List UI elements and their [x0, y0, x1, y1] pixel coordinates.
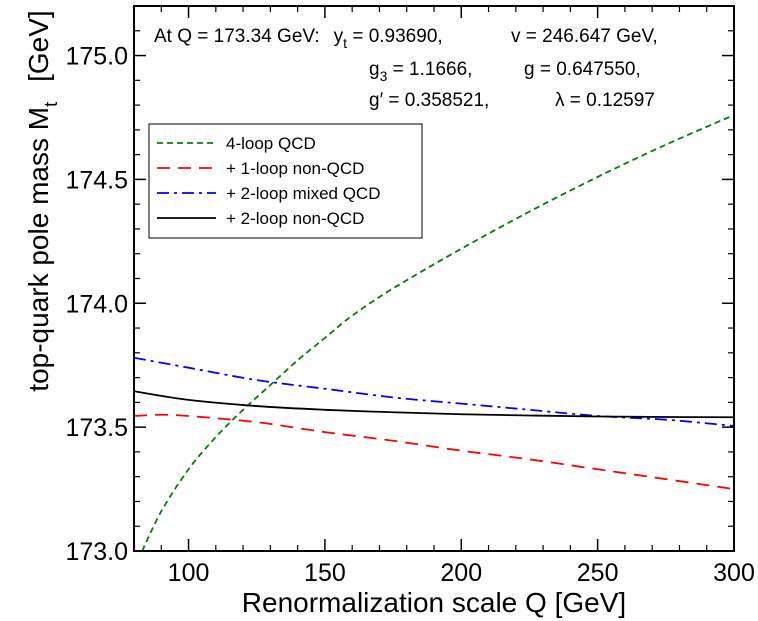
- annotation-prefix: At Q = 173.34 GeV:: [154, 26, 320, 47]
- annotation-line-2: g3 = 1.1666,: [369, 59, 472, 84]
- legend-label-3: + 2-loop mixed QCD: [226, 184, 380, 203]
- annotation-gprime: g′ = 0.358521,: [369, 90, 489, 111]
- ticks-layer: 100 150 200 250 300 173.0 173.5 174.0 174.5 175.0: [65, 5, 755, 587]
- series-line-3: [134, 356, 734, 427]
- parameter-annotation: At Q = 173.34 GeV: yt = 0.93690, v = 246.…: [154, 26, 658, 111]
- annotation-g: g = 0.647550,: [524, 59, 641, 80]
- annotation-yt-sub: t: [343, 35, 347, 51]
- y-tick-label: 173.0: [65, 538, 128, 566]
- annotation-yt-symbol: y: [334, 26, 344, 47]
- annotation-lambda: λ = 0.12597: [555, 90, 655, 111]
- legend-label-1: 4-loop QCD: [226, 134, 316, 153]
- x-tick-label: 150: [304, 559, 346, 587]
- plot-frame: [133, 5, 735, 552]
- x-tick-label: 100: [168, 559, 210, 587]
- legend-label-4: + 2-loop non-QCD: [226, 209, 364, 228]
- series-line-4: [134, 390, 734, 419]
- annotation-g3-sub: 3: [380, 68, 388, 84]
- annotation-g3-symbol: g: [369, 59, 380, 80]
- x-axis-title: Renormalization scale Q [GeV]: [242, 587, 626, 618]
- annotation-yt-value: = 0.93690,: [347, 26, 443, 47]
- y-axis-title: top-quark pole mass Mt [GeV]: [23, 10, 61, 391]
- annotation-g3-value: = 1.1666,: [387, 59, 472, 80]
- y-axis-label: top-quark pole mass Mt [GeV]: [23, 10, 61, 391]
- x-tick-label: 250: [577, 559, 619, 587]
- y-tick-label: 173.5: [65, 414, 128, 442]
- x-tick-label: 300: [713, 559, 755, 587]
- y-tick-label: 174.0: [65, 290, 128, 318]
- series-layer: [134, 114, 734, 551]
- y-axis-title-sub: t: [41, 102, 61, 107]
- series-line-1: [141, 114, 734, 551]
- legend-label-2: + 1-loop non-QCD: [226, 159, 364, 178]
- y-tick-label: 175.0: [65, 43, 128, 71]
- legend-box: [148, 123, 423, 239]
- y-axis-title-main: top-quark pole mass M: [23, 107, 54, 392]
- annotation-v: v = 246.647 GeV,: [511, 26, 658, 47]
- legend: 4-loop QCD + 1-loop non-QCD + 2-loop mixed…: [148, 123, 423, 239]
- y-axis-title-unit: [GeV]: [23, 10, 54, 82]
- y-tick-label: 174.5: [65, 166, 128, 194]
- x-tick-label: 200: [440, 559, 482, 587]
- series-line-2: [134, 413, 734, 490]
- annotation-line-1: At Q = 173.34 GeV: yt = 0.93690,: [154, 26, 443, 51]
